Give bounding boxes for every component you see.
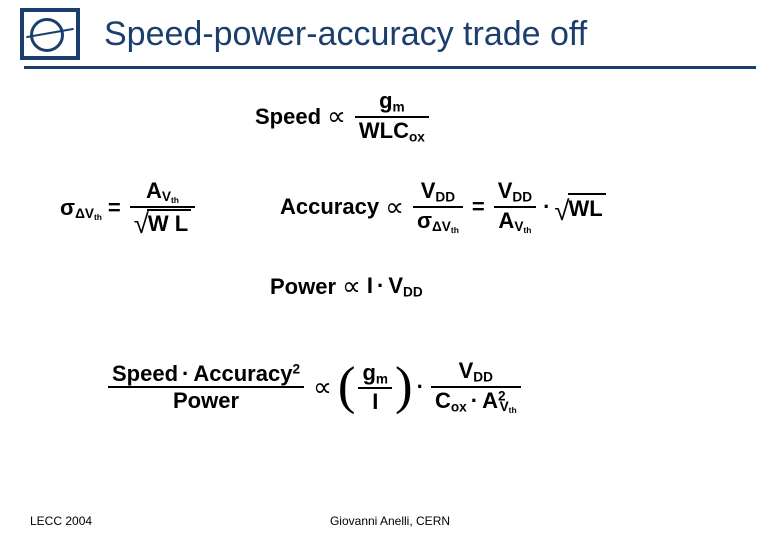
equation-combined: Speed·Accuracy2 Power ∝ ( gm I ) · VDD C… <box>105 359 524 415</box>
accuracy-fraction-1: VDD σΔVth <box>413 179 463 235</box>
proportional-symbol: ∝ <box>321 101 352 132</box>
equation-accuracy: Accuracy ∝ VDD σΔVth = VDD AVth · √WL <box>280 179 606 235</box>
power-rhs: I·VDD <box>367 273 423 299</box>
equals-symbol: = <box>466 194 491 220</box>
footer-center: Giovanni Anelli, CERN <box>330 514 450 528</box>
sigma-fraction: AVth √W L <box>130 179 195 238</box>
slide-footer: LECC 2004 Giovanni Anelli, CERN <box>0 508 780 540</box>
sqrt-wl: √WL <box>554 193 605 222</box>
equation-sigma: σΔVth = AVth √W L <box>60 179 198 238</box>
combined-right-fraction: VDD Cox·A2Vth <box>431 359 521 415</box>
left-paren: ( <box>338 371 356 403</box>
proportional-symbol: ∝ <box>307 372 338 403</box>
power-lhs: Power <box>270 274 336 300</box>
equation-speed: Speed ∝ gm WLCox <box>255 89 432 144</box>
slide-header: Speed-power-accuracy trade off <box>0 0 780 60</box>
equals-symbol: = <box>102 195 127 221</box>
cern-logo <box>20 8 80 60</box>
proportional-symbol: ∝ <box>336 271 367 302</box>
proportional-symbol: ∝ <box>379 192 410 223</box>
right-paren: ) <box>395 371 413 403</box>
sigma-lhs: σΔVth <box>60 195 102 223</box>
equation-power: Power ∝ I·VDD <box>270 271 423 302</box>
combined-lhs-fraction: Speed·Accuracy2 Power <box>108 362 304 412</box>
header-rule <box>24 66 756 69</box>
combined-mid-fraction: gm I <box>358 361 392 414</box>
footer-left: LECC 2004 <box>30 514 92 528</box>
accuracy-fraction-2: VDD AVth <box>494 179 536 235</box>
dot-symbol: · <box>413 374 428 400</box>
slide-title: Speed-power-accuracy trade off <box>104 15 587 54</box>
speed-lhs: Speed <box>255 104 321 130</box>
speed-fraction: gm WLCox <box>355 89 429 144</box>
dot-symbol: · <box>539 194 554 220</box>
accuracy-lhs: Accuracy <box>280 194 379 220</box>
